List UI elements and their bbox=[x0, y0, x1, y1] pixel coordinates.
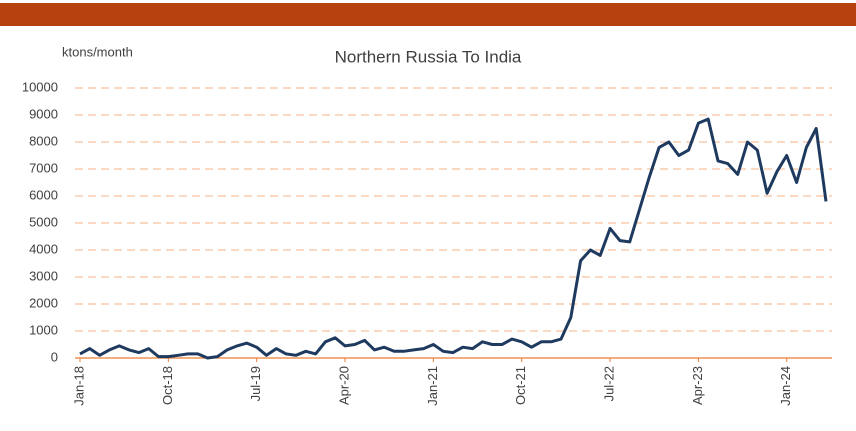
x-tick-label: Jul-19 bbox=[248, 366, 263, 401]
x-tick-label: Jan-24 bbox=[778, 366, 793, 406]
y-tick-label: 1000 bbox=[29, 322, 58, 337]
x-tick-label: Oct-21 bbox=[513, 366, 528, 405]
x-tick-label: Jul-22 bbox=[601, 366, 616, 401]
y-tick-label: 4000 bbox=[29, 241, 58, 256]
x-tick-label: Oct-18 bbox=[160, 366, 175, 405]
y-axis-label: ktons/month bbox=[62, 44, 133, 59]
chart-title: Northern Russia To India bbox=[335, 47, 522, 66]
x-tick-label: Apr-20 bbox=[336, 366, 351, 405]
y-tick-label: 10000 bbox=[22, 79, 58, 94]
y-tick-label: 3000 bbox=[29, 268, 58, 283]
x-tick-label: Jan-21 bbox=[425, 366, 440, 406]
line-series bbox=[79, 117, 828, 360]
x-tick-label: Jan-18 bbox=[71, 366, 86, 406]
y-tick-label: 0 bbox=[51, 349, 58, 364]
y-tick-label: 7000 bbox=[29, 160, 58, 175]
y-tick-label: 2000 bbox=[29, 295, 58, 310]
y-tick-label: 8000 bbox=[29, 133, 58, 148]
header-bar bbox=[0, 3, 856, 26]
y-tick-label: 5000 bbox=[29, 214, 58, 229]
x-tick-label: Apr-23 bbox=[690, 366, 705, 405]
y-tick-label: 9000 bbox=[29, 106, 58, 121]
y-tick-label: 6000 bbox=[29, 187, 58, 202]
